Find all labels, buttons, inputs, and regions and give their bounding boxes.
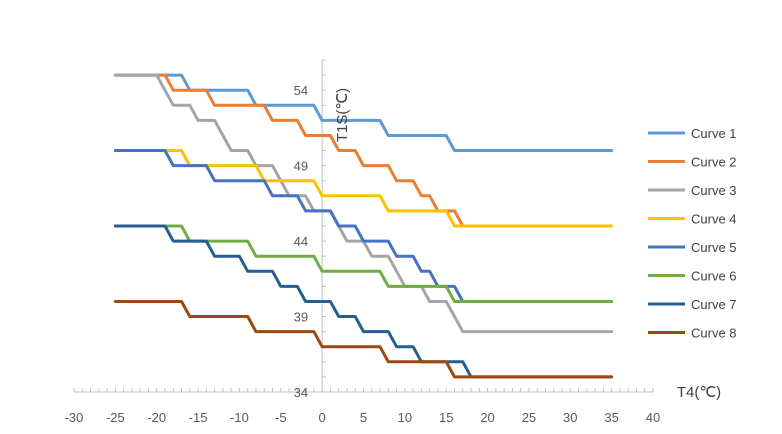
x-tick-label: -10: [230, 410, 249, 425]
x-tick-label: 35: [604, 410, 618, 425]
series-line-curve-6: [113, 224, 614, 303]
y-axis-title: T1S(℃): [334, 88, 351, 142]
series-lines: [113, 73, 614, 379]
legend-label: Curve 8: [691, 326, 737, 341]
y-tick-label: 34: [294, 385, 308, 400]
x-tick-label: -30: [65, 410, 84, 425]
series-line-curve-4: [113, 149, 614, 228]
x-tick-label: 15: [439, 410, 453, 425]
y-tick-label: 49: [294, 159, 308, 174]
x-tick-label: 5: [360, 410, 367, 425]
x-tick-label: 30: [563, 410, 577, 425]
legend-label: Curve 2: [691, 155, 737, 170]
legend-label: Curve 6: [691, 269, 737, 284]
x-tick-label: -25: [106, 410, 125, 425]
legend-label: Curve 1: [691, 126, 737, 141]
legend-label: Curve 3: [691, 183, 737, 198]
series-line-curve-1: [113, 73, 614, 152]
legend-label: Curve 7: [691, 297, 737, 312]
x-axis-title: T4(℃): [677, 384, 721, 401]
x-tick-label: 40: [646, 410, 660, 425]
series-line-curve-2: [113, 73, 614, 228]
series-line-curve-5: [113, 149, 614, 303]
x-tick-label: -20: [147, 410, 166, 425]
series-line-curve-7: [113, 224, 614, 379]
legend-label: Curve 4: [691, 212, 737, 227]
series-line-curve-3: [113, 73, 614, 334]
y-tick-label: 54: [294, 83, 308, 98]
x-tick-label: -5: [275, 410, 287, 425]
legend-label: Curve 5: [691, 240, 737, 255]
x-tick-label: 10: [398, 410, 412, 425]
x-tick-label: -15: [189, 410, 208, 425]
y-tick-label: 44: [294, 234, 308, 249]
y-tick-label: 39: [294, 310, 308, 325]
series-line-curve-8: [113, 300, 614, 379]
x-tick-label: 20: [480, 410, 494, 425]
legend: Curve 1 Curve 2 Curve 3 Curve 4 Curve 5 Curve…: [648, 126, 737, 341]
x-tick-label: 0: [319, 410, 326, 425]
axes: -30 -25 -20 -15 -10 -5 0 5 10 15 20 25 30 35 40 34 39 44 4…: [65, 59, 660, 425]
x-tick-label: 25: [522, 410, 536, 425]
